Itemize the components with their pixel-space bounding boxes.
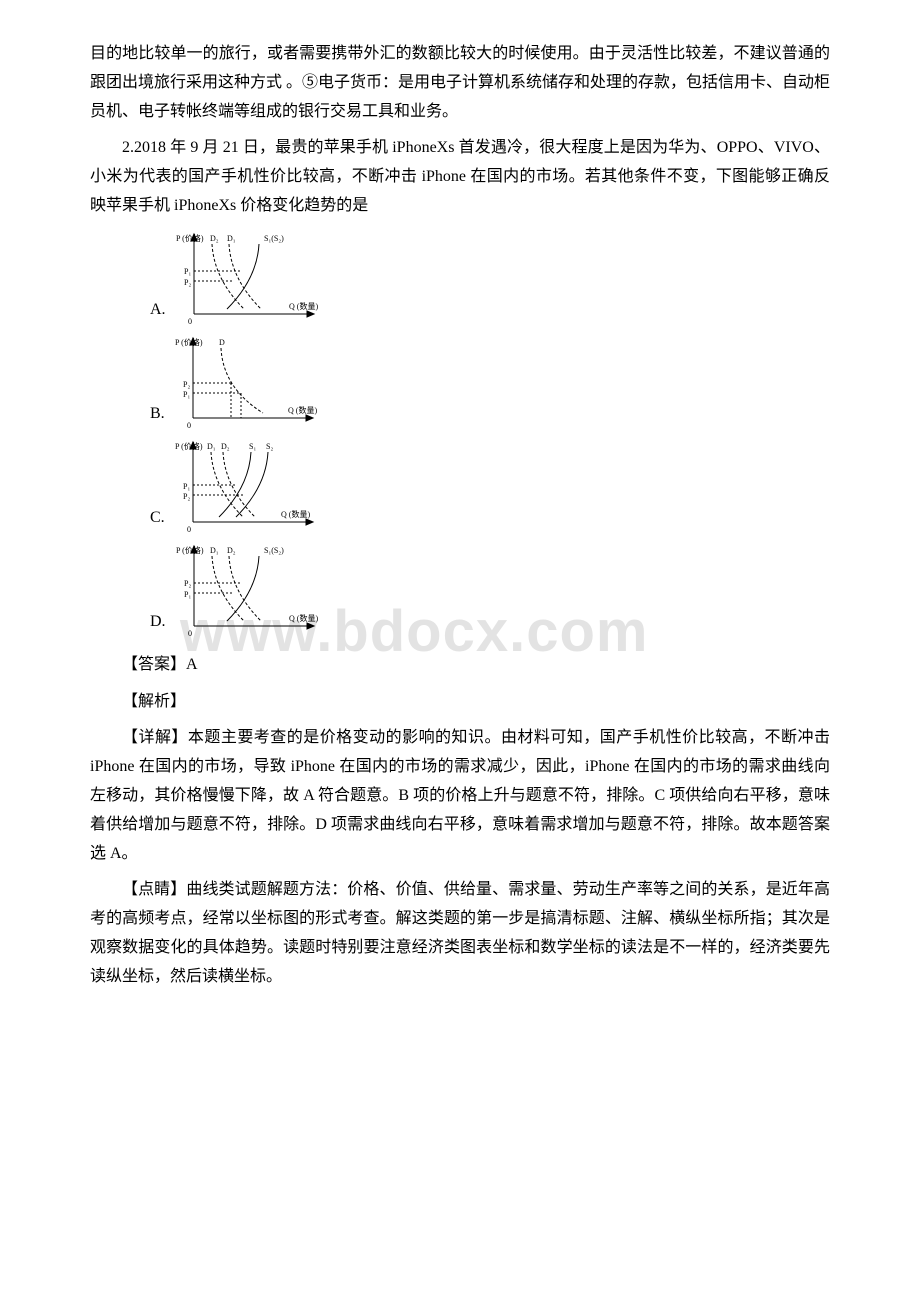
answer: 【答案】A	[90, 651, 830, 680]
svg-text:S₁(S₂): S₁(S₂)	[264, 234, 284, 243]
svg-text:Q (数量): Q (数量)	[289, 301, 318, 311]
svg-text:P₂: P₂	[183, 492, 190, 501]
svg-text:P (价格): P (价格)	[176, 545, 204, 555]
svg-text:P₁: P₁	[183, 390, 190, 399]
svg-text:0: 0	[188, 317, 192, 326]
svg-text:D₁: D₁	[207, 442, 216, 451]
option-c: C. P (价格) D₁ D₂ S₁ S₂ P₁	[150, 437, 830, 537]
svg-text:Q (数量): Q (数量)	[281, 509, 310, 519]
svg-text:P₁: P₁	[183, 482, 190, 491]
svg-text:D: D	[219, 338, 225, 347]
svg-text:S₂: S₂	[266, 442, 273, 451]
svg-text:S₁: S₁	[249, 442, 256, 451]
svg-text:0: 0	[187, 525, 191, 534]
svg-text:P₂: P₂	[184, 579, 191, 588]
svg-text:Q (数量): Q (数量)	[289, 613, 318, 623]
detail-explanation: 【详解】本题主要考查的是价格变动的影响的知识。由材料可知，国产手机性价比较高，不…	[90, 724, 830, 868]
svg-text:S₁(S₂): S₁(S₂)	[264, 546, 284, 555]
svg-text:D₁: D₁	[227, 234, 236, 243]
svg-text:0: 0	[188, 629, 192, 638]
svg-text:D₂: D₂	[227, 546, 236, 555]
svg-text:D₂: D₂	[210, 234, 219, 243]
document-content: 目的地比较单一的旅行，或者需要携带外汇的数额比较大的时候使用。由于灵活性比较差，…	[90, 40, 830, 992]
chart-c: P (价格) D₁ D₂ S₁ S₂ P₁ P₂ 0 Q (数量)	[173, 437, 333, 537]
svg-text:D₁: D₁	[210, 546, 219, 555]
svg-text:P (价格): P (价格)	[175, 441, 203, 451]
chart-d: P (价格) D₁ D₂ S₁(S₂) P₂ P₁ 0 Q (数量)	[174, 541, 334, 641]
analysis-label: 【解析】	[90, 688, 830, 717]
option-d: D. P (价格) D₁ D₂ S₁(S₂) P₂ P₁	[150, 541, 830, 641]
paragraph-context: 目的地比较单一的旅行，或者需要携带外汇的数额比较大的时候使用。由于灵活性比较差，…	[90, 40, 830, 126]
option-d-label: D.	[150, 608, 166, 641]
svg-text:0: 0	[187, 421, 191, 430]
option-a: A. P (价格) D₂ D₁ S₁(S₂) P₁	[150, 229, 830, 329]
svg-text:P (价格): P (价格)	[176, 233, 204, 243]
svg-text:P₁: P₁	[184, 590, 191, 599]
chart-b: P (价格) D P₂ P₁ 0 Q (数量)	[173, 333, 333, 433]
svg-text:P (价格): P (价格)	[175, 337, 203, 347]
tip-explanation: 【点睛】曲线类试题解题方法：价格、价值、供给量、需求量、劳动生产率等之间的关系，…	[90, 876, 830, 991]
question-text: 2.2018 年 9 月 21 日，最贵的苹果手机 iPhoneXs 首发遇冷，…	[90, 134, 830, 220]
svg-text:P₁: P₁	[184, 267, 191, 276]
chart-a: P (价格) D₂ D₁ S₁(S₂) P₁ P₂ 0 Q (数量)	[174, 229, 334, 329]
option-b: B. P (价格) D P₂ P₁ 0 Q (数量)	[150, 333, 830, 433]
option-c-label: C.	[150, 504, 165, 537]
option-b-label: B.	[150, 400, 165, 433]
svg-text:D₂: D₂	[221, 442, 230, 451]
option-a-label: A.	[150, 296, 166, 329]
svg-text:P₂: P₂	[184, 278, 191, 287]
svg-text:Q (数量): Q (数量)	[288, 405, 317, 415]
svg-text:P₂: P₂	[183, 380, 190, 389]
